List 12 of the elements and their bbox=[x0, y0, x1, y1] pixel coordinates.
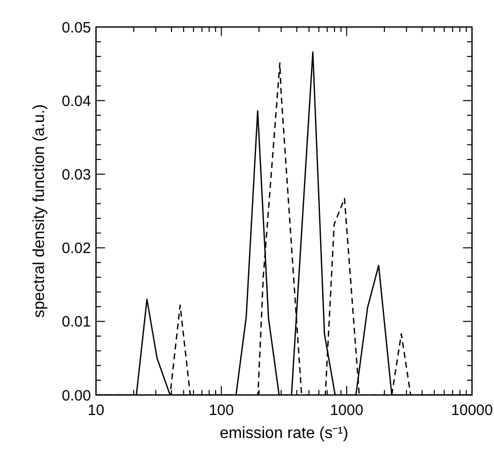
x-axis-title: emission rate (s⁻¹) bbox=[220, 425, 348, 442]
y-tick-label: 0.03 bbox=[62, 166, 91, 184]
x-tick-label: 10 bbox=[88, 402, 104, 419]
y-tick-label: 0.02 bbox=[62, 240, 91, 258]
y-tick-label: 0.01 bbox=[62, 314, 91, 331]
x-tick-label: 10000 bbox=[451, 402, 493, 419]
x-tick-label: 100 bbox=[208, 402, 234, 419]
y-tick-label: 0.00 bbox=[62, 387, 91, 404]
x-tick-label: 1000 bbox=[330, 402, 364, 419]
y-tick-label: 0.05 bbox=[62, 19, 91, 36]
y-tick-label: 0.04 bbox=[62, 92, 91, 110]
y-axis-title: spectral density function (a.u.) bbox=[31, 104, 48, 318]
